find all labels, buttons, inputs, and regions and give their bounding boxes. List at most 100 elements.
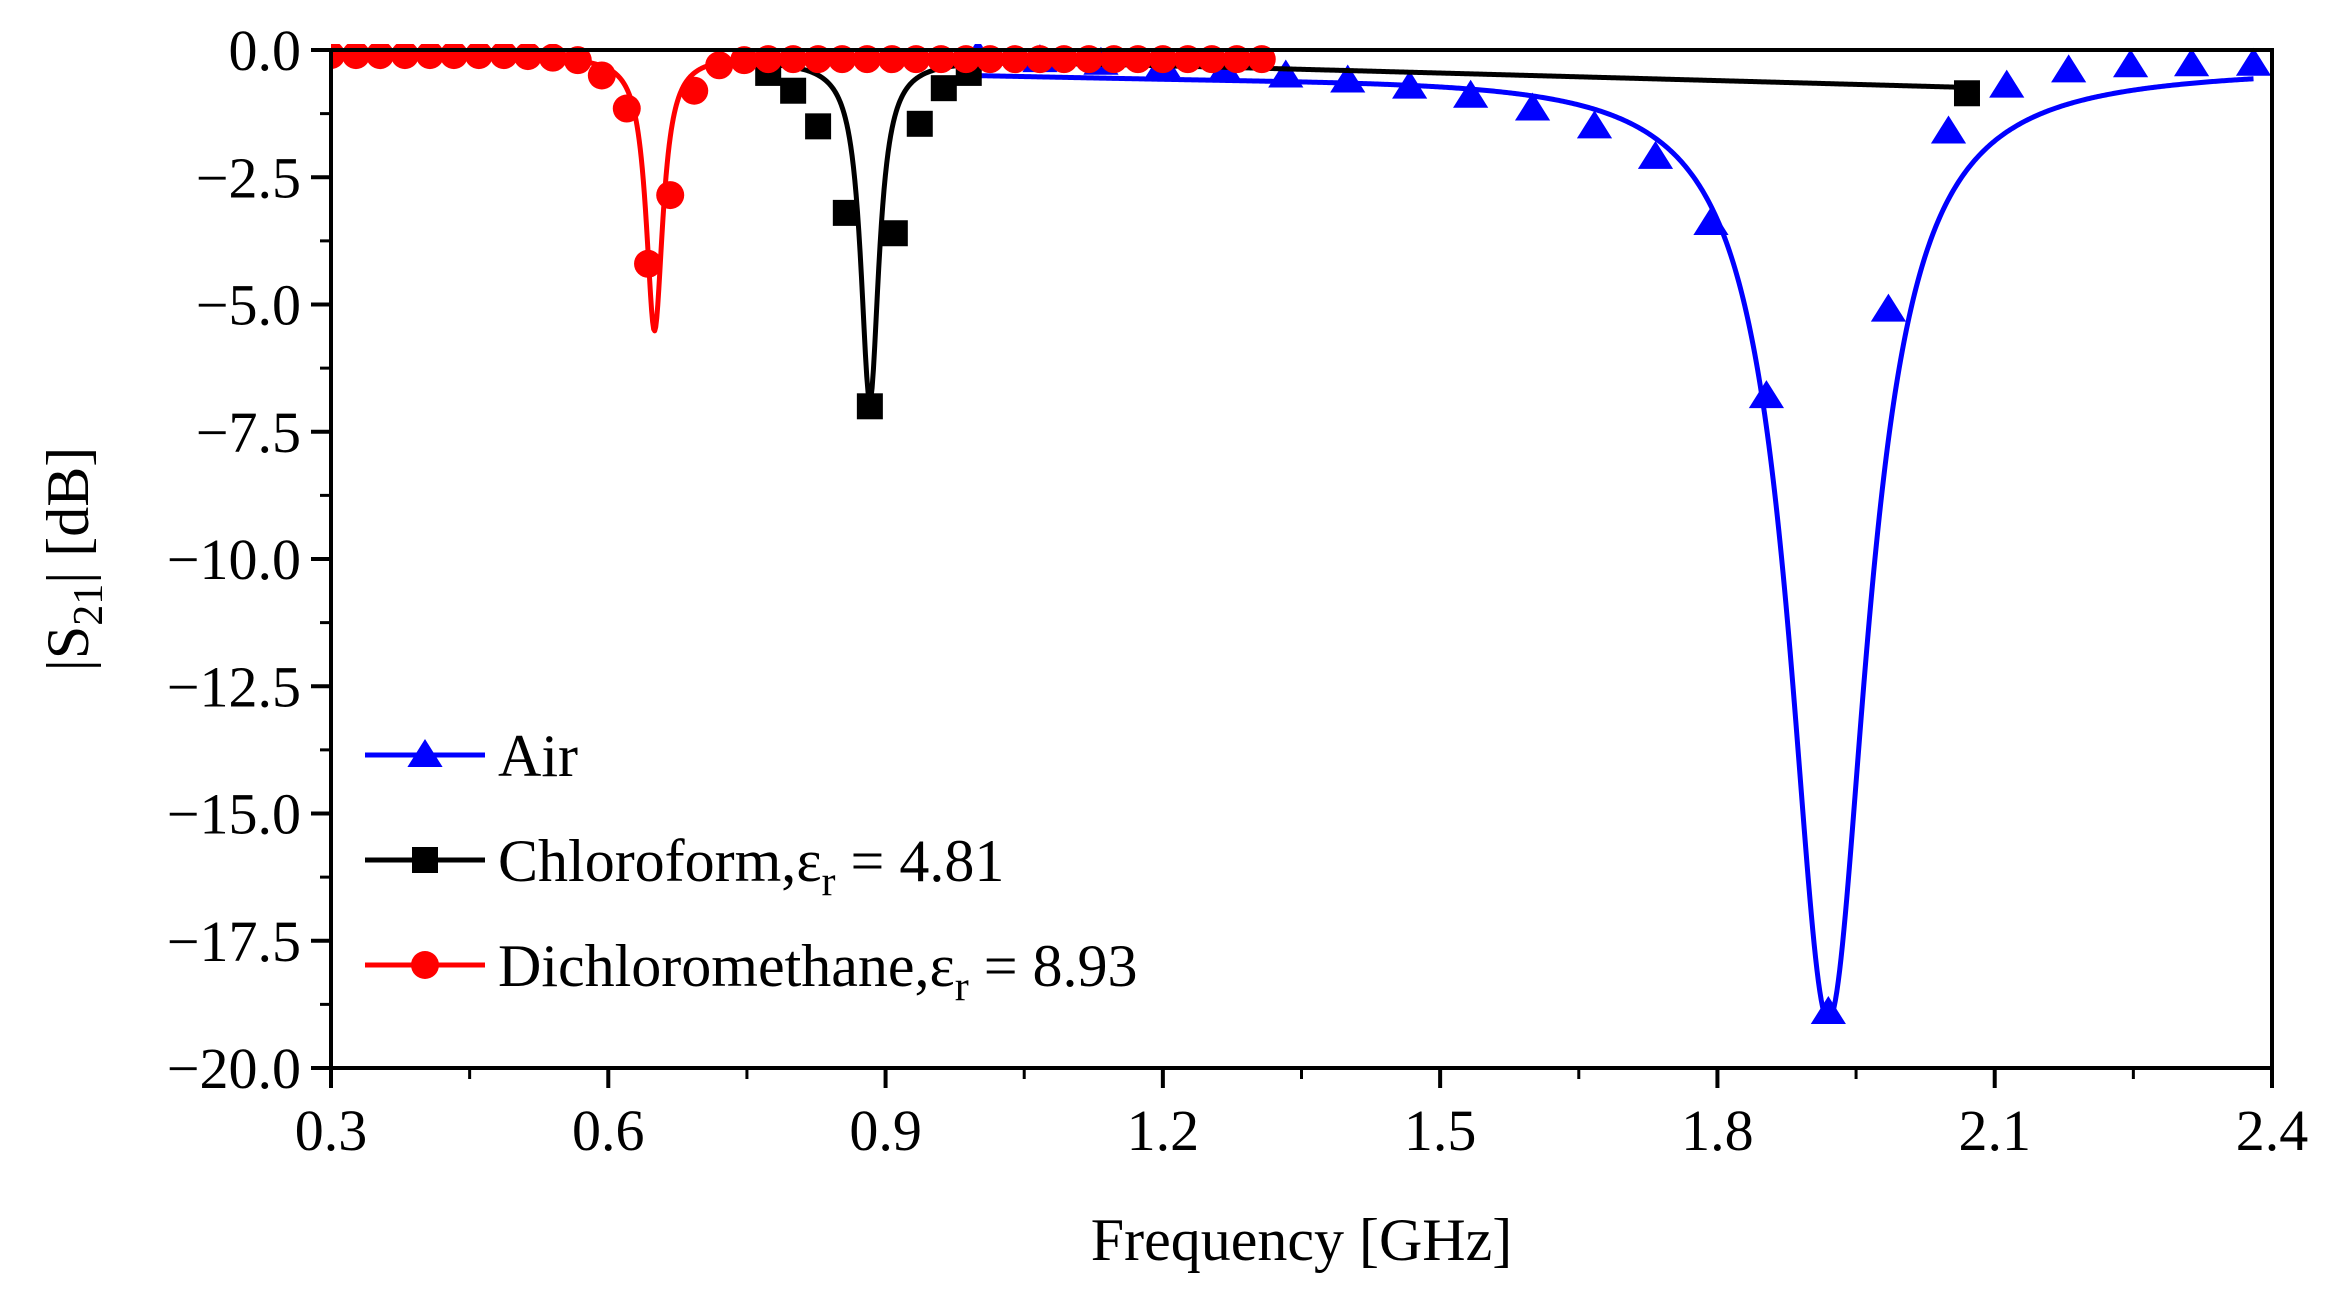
data-point [1693,207,1729,236]
x-axis-title: Frequency [GHz] [1091,1207,1513,1273]
y-axis-title-sub: 21 [66,584,112,626]
x-tick-label: 1.5 [1404,1098,1477,1163]
legend-entry: Chloroform,εr = 4.81 [365,828,1004,905]
legend-label-value: = 4.81 [836,828,1005,894]
data-point [439,44,468,70]
data-point [563,46,592,75]
data-point [1576,110,1613,139]
data-point [1870,293,1907,322]
data-point [680,76,709,105]
data-point [902,45,931,74]
data-point [1989,69,2025,98]
legend-marker [412,847,438,873]
y-tick-label: −5.0 [196,273,301,338]
data-point [513,44,542,71]
data-point [538,44,567,72]
legend-marker [407,739,443,767]
data-point [1392,70,1428,99]
data-point [2173,48,2210,77]
legend-label-main: Air [498,723,578,789]
data-point [1197,45,1226,74]
y-tick-label: −10.0 [167,527,301,592]
legend-marker [411,951,439,979]
data-point [804,45,833,74]
legend-label-symbol: ε [930,933,955,999]
data-point [1049,45,1078,74]
data-point [779,45,808,74]
y-tick-label: −15.0 [167,782,301,847]
plot-area [331,44,2272,1025]
series-circle [331,44,1276,334]
data-point [1330,64,1366,93]
data-point [1953,80,1980,107]
legend-label-symbol: ε [796,828,821,894]
legend-label-sub: r [955,964,969,1010]
y-tick-label: 0.0 [229,18,302,83]
data-point [1000,45,1029,74]
data-point [930,75,957,102]
axis-labels: 0.3 0.6 0.9 1.2 1.5 1.8 2.1 2.4 0.0 −2.5 −5.0 −7.5 −… [35,18,2308,1273]
x-tick-label: 0.3 [295,1098,368,1163]
data-point [415,44,444,70]
data-point [341,44,370,70]
data-point [656,181,685,210]
y-tick-label: −20.0 [167,1036,301,1101]
data-point [780,77,807,104]
data-point [587,61,616,90]
data-point [881,220,908,247]
data-point [1453,79,1489,108]
data-point [612,94,641,123]
data-point [754,45,783,74]
axis-ticks [311,48,2274,1088]
data-point [489,44,518,70]
data-point [832,199,859,226]
x-tick-label: 2.1 [1958,1098,2031,1163]
data-point [976,45,1005,74]
legend-entry: Air [365,723,578,789]
data-point [2051,54,2087,83]
data-point [1025,45,1054,74]
data-point [2235,47,2272,76]
data-point [1514,92,1551,121]
data-point [365,44,394,70]
y-axis-title-prefix: |S [35,626,101,671]
x-tick-label: 0.9 [849,1098,922,1163]
legend-label: Chloroform,εr = 4.81 [498,828,1004,905]
x-tick-label: 2.4 [2236,1098,2309,1163]
y-tick-label: −17.5 [167,909,301,974]
data-point [1222,45,1251,74]
y-tick-label: −2.5 [196,145,301,210]
data-point [878,45,907,74]
legend-label-main: Dichloromethane, [498,933,930,999]
series-line [976,73,2255,1023]
data-point [1637,140,1674,169]
data-point [828,45,857,74]
data-point [951,45,980,74]
data-point [1099,45,1128,74]
data-point [1148,45,1177,74]
data-point [805,113,832,140]
data-point [1930,115,1967,144]
data-point [390,44,419,70]
legend-entry: Dichloromethane,εr = 8.93 [365,933,1138,1010]
data-point [705,51,734,80]
data-point [1268,59,1304,88]
data-point [856,393,883,420]
x-tick-label: 0.6 [572,1098,645,1163]
data-point [1748,380,1785,409]
data-point [730,46,759,75]
data-point [927,45,956,74]
data-point [1810,996,1846,1025]
x-tick-label: 1.8 [1681,1098,1754,1163]
data-point [906,110,933,137]
legend-label-main: Chloroform, [498,828,796,894]
legend-label: Air [498,723,578,789]
data-point [464,44,493,70]
legend-label-value: = 8.93 [969,933,1138,999]
y-axis-title: |S21| [dB] [35,447,112,671]
data-point [1173,45,1202,74]
data-point [1123,45,1152,74]
data-point [853,45,882,74]
